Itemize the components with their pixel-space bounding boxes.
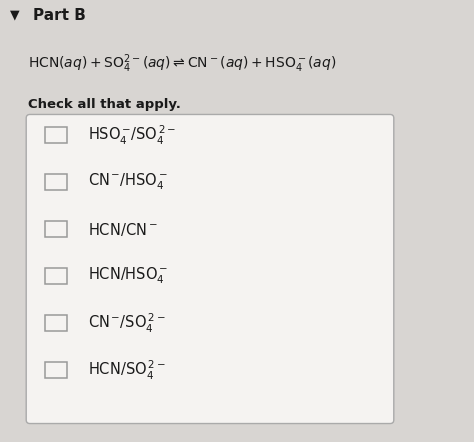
Text: Check all that apply.: Check all that apply. <box>28 98 182 111</box>
Text: $\mathrm{CN^{\,\mathsf{-}}/SO_4^{\,2-}}$: $\mathrm{CN^{\,\mathsf{-}}/SO_4^{\,2-}}$ <box>88 312 165 335</box>
Text: $\mathrm{CN^{\,\mathsf{-}}/HSO_4^{\,\mathsf{-}}}$: $\mathrm{CN^{\,\mathsf{-}}/HSO_4^{\,\mat… <box>88 172 167 192</box>
Text: $\mathrm{HCN}(\mathit{aq}) + \mathrm{SO_4^{2-}}(\mathit{aq}) \rightleftharpoons : $\mathrm{HCN}(\mathit{aq}) + \mathrm{SO_… <box>28 52 337 75</box>
Text: $\mathrm{HCN/CN^{\,\mathsf{-}}}$: $\mathrm{HCN/CN^{\,\mathsf{-}}}$ <box>88 221 157 237</box>
Text: ▼: ▼ <box>9 8 19 21</box>
Text: $\mathrm{HCN/HSO_4^{\,\mathsf{-}}}$: $\mathrm{HCN/HSO_4^{\,\mathsf{-}}}$ <box>88 266 168 286</box>
Text: $\mathrm{HSO_4^{\,\mathsf{-}}/SO_4^{\,2-}}$: $\mathrm{HSO_4^{\,\mathsf{-}}/SO_4^{\,2-… <box>88 123 176 147</box>
Text: Part B: Part B <box>33 8 86 23</box>
Text: $\mathrm{HCN/SO_4^{\,2-}}$: $\mathrm{HCN/SO_4^{\,2-}}$ <box>88 358 165 381</box>
